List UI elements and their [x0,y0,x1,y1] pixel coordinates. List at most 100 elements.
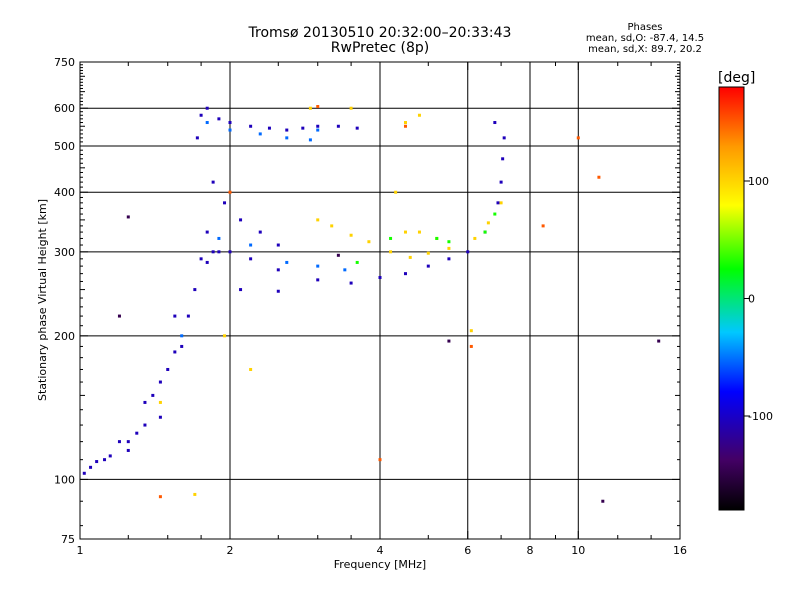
data-point [249,243,253,247]
data-point [228,190,232,194]
data-point [378,458,382,462]
data-point [228,121,232,125]
stats-o-mode: mean, sd,O: -87.4, 14.5 [585,33,705,44]
data-point [217,117,221,121]
data-point [541,224,545,228]
y-tick-label: 400 [54,186,75,199]
data-point [217,250,221,254]
data-point [126,448,130,452]
data-point [103,458,107,462]
data-point [285,136,289,140]
data-point [126,440,130,444]
data-point [316,264,320,268]
data-point [301,126,305,130]
x-tick-label: 2 [227,544,234,557]
data-point [249,367,253,371]
data-point [316,278,320,282]
data-point [597,175,601,179]
data-point [173,314,177,318]
data-point [228,128,232,132]
data-point [308,106,312,110]
x-axis-label: Frequency [MHz] [334,558,426,571]
data-point [426,264,430,268]
data-point [308,138,312,142]
data-point [285,128,289,132]
data-point [117,440,121,444]
data-point [355,126,359,130]
data-point [426,251,430,255]
data-point [195,136,199,140]
data-point [343,268,347,272]
data-point [403,230,407,234]
data-point [205,260,209,264]
data-point [151,393,155,397]
data-point [205,230,209,234]
data-point [466,250,470,254]
data-point [211,180,215,184]
colorbar-label: [deg] [718,70,755,86]
data-point [336,253,340,257]
data-point [180,344,184,348]
y-axis-label: Stationary phase Virtual Height [km] [36,199,49,401]
data-point [486,221,490,225]
data-point [501,157,505,161]
data-point [417,113,421,117]
data-point [447,246,451,250]
data-point [166,367,170,371]
data-point [367,240,371,244]
x-tick-label: 10 [571,544,585,557]
data-point [228,250,232,254]
data-point [447,257,451,261]
data-point [258,230,262,234]
data-point [493,212,497,216]
data-point [180,334,184,338]
data-point [173,350,177,354]
stats-title: Phases [627,22,663,33]
data-point [601,499,605,503]
data-point [389,250,393,254]
data-point [483,230,487,234]
data-point [469,329,473,333]
x-tick-label: 8 [527,544,534,557]
data-point [158,400,162,404]
data-point [349,281,353,285]
data-point [223,201,227,205]
data-point [355,260,359,264]
data-point [403,272,407,276]
data-point [95,460,99,464]
data-point [316,105,320,109]
data-point [408,255,412,259]
data-point [394,190,398,194]
data-point [469,344,473,348]
data-point [403,124,407,128]
data-point [108,454,112,458]
data-point [276,268,280,272]
data-point [258,132,262,136]
data-point [435,236,439,240]
data-point [657,339,661,343]
data-point [473,236,477,240]
y-tick-label: 100 [54,473,75,486]
data-point [205,121,209,125]
data-point [126,215,130,219]
data-point [117,314,121,318]
data-point [211,250,215,254]
data-point [193,492,197,496]
data-point [158,380,162,384]
data-point [493,121,497,125]
data-point [447,240,451,244]
chart-title: Tromsø 20130510 20:32:00–20:33:43 [248,25,512,41]
data-point [249,257,253,261]
y-tick-label: 75 [61,533,75,546]
data-point [199,113,203,117]
data-point [316,218,320,222]
data-point [499,180,503,184]
colorbar [718,86,745,511]
data-point [89,465,93,469]
colorbar-tick-label: 100 [748,175,769,188]
data-point [316,124,320,128]
data-point [193,288,197,292]
data-point [267,126,271,130]
data-point [239,288,243,292]
